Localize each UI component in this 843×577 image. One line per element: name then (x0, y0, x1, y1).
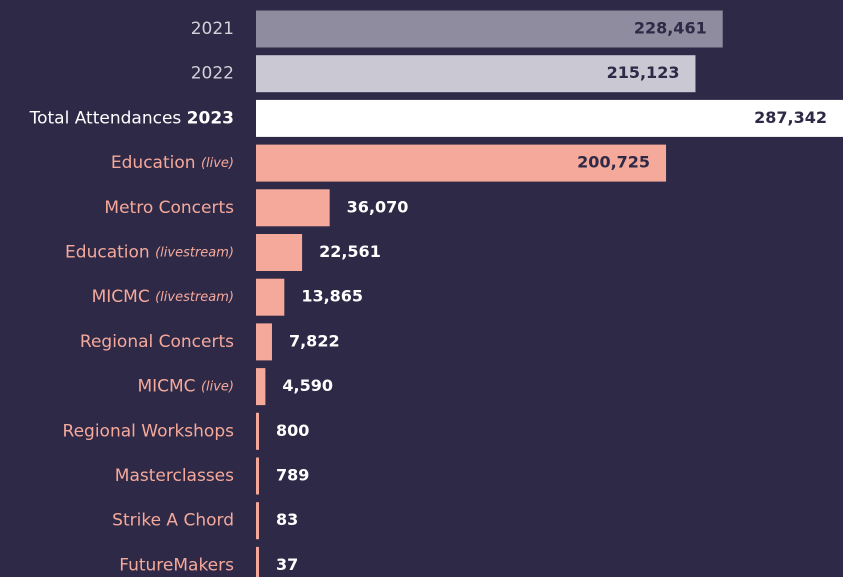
bar (256, 412, 259, 450)
value-label: 228,461 (634, 19, 707, 38)
value-label: 4,590 (282, 376, 333, 395)
bar (256, 144, 667, 182)
value-label: 200,725 (577, 153, 650, 172)
bar (256, 10, 723, 48)
category-label: 2021 (191, 19, 234, 39)
category-label: Strike A Chord (112, 511, 234, 531)
value-label: 7,822 (289, 331, 340, 350)
value-label: 83 (276, 510, 298, 529)
value-label: 215,123 (607, 63, 680, 82)
category-label: Regional Concerts (80, 332, 234, 352)
category-label: MICMC (live) (137, 377, 234, 397)
bar (256, 323, 272, 361)
category-label: Education (live) (111, 153, 234, 173)
bar (256, 546, 259, 577)
category-label: Masterclasses (115, 466, 234, 486)
category-label: FutureMakers (119, 555, 234, 575)
value-label: 36,070 (347, 197, 409, 216)
bar (256, 99, 843, 137)
category-label: Total Attendances 2023 (29, 108, 234, 128)
value-label: 789 (276, 466, 309, 485)
value-label: 37 (276, 555, 298, 574)
bar (256, 457, 259, 495)
bar (256, 278, 285, 316)
value-label: 287,342 (754, 108, 827, 127)
bar (256, 189, 330, 227)
bar (256, 368, 266, 406)
value-label: 22,561 (319, 242, 381, 261)
category-label: Regional Workshops (63, 421, 235, 441)
bar (256, 234, 303, 271)
category-label: 2022 (191, 64, 234, 84)
category-label: Education (livestream) (65, 243, 234, 263)
value-label: 800 (276, 421, 309, 440)
category-label: MICMC (livestream) (92, 287, 234, 307)
value-label: 13,865 (301, 287, 363, 306)
category-label: Metro Concerts (104, 198, 234, 218)
bar (256, 55, 696, 93)
bar (256, 502, 259, 540)
